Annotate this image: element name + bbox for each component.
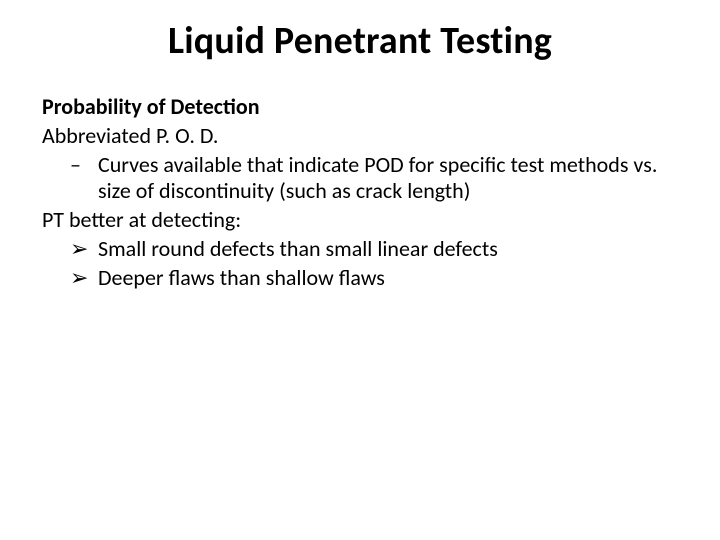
line-pt-better: PT better at detecting:	[42, 207, 678, 234]
bullet-small-round: ➢ Small round defects than small linear …	[42, 236, 678, 263]
bullet-deeper-flaws: ➢ Deeper flaws than shallow flaws	[42, 265, 678, 292]
slide-body: Probability of Detection Abbreviated P. …	[0, 94, 720, 292]
arrow-icon: ➢	[70, 236, 98, 263]
bullet-small-text: Small round defects than small linear de…	[98, 236, 498, 263]
line-abbreviated: Abbreviated P. O. D.	[42, 123, 678, 150]
bullet-curves: – Curves available that indicate POD for…	[42, 152, 678, 206]
arrow-icon: ➢	[70, 265, 98, 292]
dash-icon: –	[70, 152, 98, 206]
bullet-deeper-text: Deeper flaws than shallow flaws	[98, 265, 385, 292]
bullet-curves-text: Curves available that indicate POD for s…	[98, 152, 678, 206]
subheading-pod: Probability of Detection	[42, 94, 678, 121]
slide-title: Liquid Penetrant Testing	[0, 0, 720, 94]
slide: Liquid Penetrant Testing Probability of …	[0, 0, 720, 540]
